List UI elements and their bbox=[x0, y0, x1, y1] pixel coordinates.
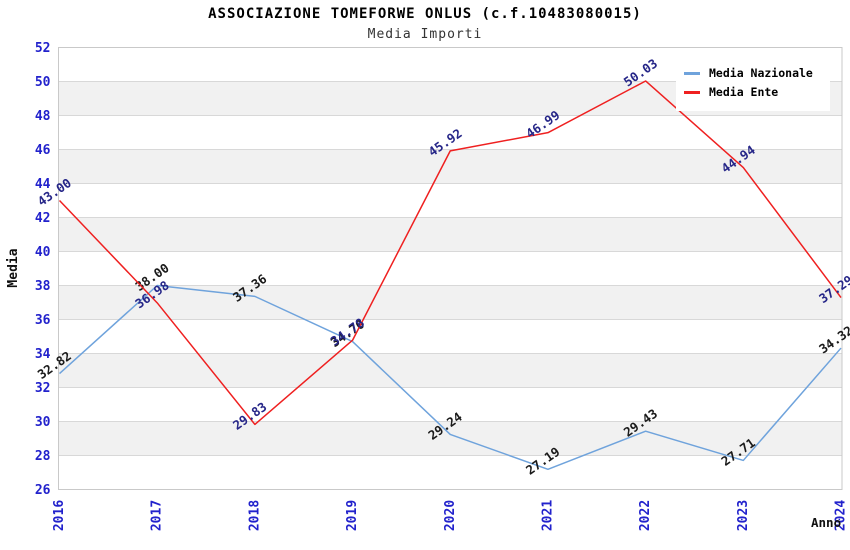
x-tick-label: 2021 bbox=[540, 500, 555, 531]
band-fill bbox=[58, 285, 842, 320]
x-tick-label: 2019 bbox=[345, 500, 360, 531]
y-tick-label: 50 bbox=[35, 75, 51, 90]
band-fill bbox=[58, 217, 842, 252]
series-line-media-ente bbox=[58, 80, 842, 426]
y-tick-label: 40 bbox=[35, 245, 51, 260]
y-tick-label: 42 bbox=[35, 211, 51, 226]
y-tick-label: 26 bbox=[35, 483, 51, 498]
y-axis-title: Media bbox=[6, 248, 21, 288]
band-fill bbox=[58, 421, 842, 456]
legend-swatch-red-line-icon bbox=[684, 90, 700, 94]
y-tick-label: 38 bbox=[35, 279, 51, 294]
data-point-label: 34.32 bbox=[816, 323, 850, 357]
y-tick-label: 52 bbox=[35, 41, 51, 56]
legend-swatch-blue-line-icon bbox=[684, 71, 700, 75]
x-tick-label: 2018 bbox=[247, 500, 262, 531]
plot-border bbox=[58, 47, 843, 490]
x-tick-label: 2020 bbox=[443, 500, 458, 531]
legend: Media Nazionale Media Ente bbox=[676, 56, 830, 111]
y-tick-label: 32 bbox=[35, 381, 51, 396]
y-tick-label: 30 bbox=[35, 415, 51, 430]
legend-item-media-ente: Media Ente bbox=[684, 85, 822, 99]
x-tick-label: 2016 bbox=[52, 500, 67, 531]
x-tick-label: 2022 bbox=[638, 500, 653, 531]
x-tick-label: 2023 bbox=[736, 500, 751, 531]
x-tick-label: 2024 bbox=[834, 500, 849, 531]
y-tick-label: 36 bbox=[35, 313, 51, 328]
chart-title: ASSOCIAZIONE TOMEFORWE ONLUS (c.f.104830… bbox=[208, 6, 642, 22]
series-line-media-nazionale bbox=[58, 284, 842, 471]
y-tick-label: 44 bbox=[35, 177, 51, 192]
legend-label: Media Ente bbox=[709, 85, 779, 99]
x-axis-title: Anno bbox=[811, 515, 842, 530]
y-tick-label: 48 bbox=[35, 109, 51, 124]
x-tick-label: 2017 bbox=[150, 500, 165, 531]
legend-item-media-nazionale: Media Nazionale bbox=[684, 66, 822, 80]
y-tick-label: 46 bbox=[35, 143, 51, 158]
legend-label: Media Nazionale bbox=[709, 66, 813, 80]
y-tick-label: 34 bbox=[35, 347, 51, 362]
band-fill bbox=[58, 353, 842, 388]
chart-subtitle: Media Importi bbox=[367, 27, 483, 42]
band-fill bbox=[58, 149, 842, 184]
y-tick-label: 28 bbox=[35, 449, 51, 464]
